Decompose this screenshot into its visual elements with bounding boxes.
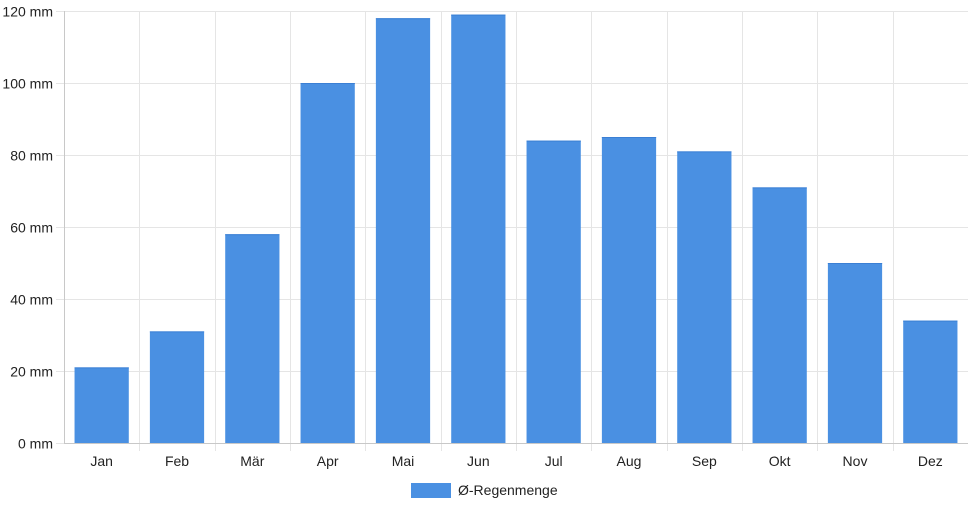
x-tick-label: Okt <box>769 453 791 469</box>
bar-jun[interactable] <box>451 14 506 443</box>
x-tick-label: Feb <box>165 453 189 469</box>
bar-jan[interactable] <box>74 367 129 443</box>
bar-mär[interactable] <box>225 234 280 443</box>
bar-dez[interactable] <box>903 320 958 443</box>
bar-nov[interactable] <box>827 263 883 443</box>
x-tick-label: Sep <box>692 453 717 469</box>
y-tick-label: 40 mm <box>10 292 53 308</box>
y-axis-labels: 0 mm 20 mm 40 mm 60 mm 80 mm 100 mm 120 mm <box>2 4 53 452</box>
y-tick-label: 100 mm <box>2 76 53 92</box>
axes <box>64 11 968 444</box>
bar-aug[interactable] <box>601 137 657 443</box>
y-tick-label: 60 mm <box>10 220 53 236</box>
x-tick-label: Jan <box>90 453 113 469</box>
gridlines <box>56 11 968 451</box>
x-tick-label: Mai <box>392 453 415 469</box>
bar-sep[interactable] <box>677 151 732 443</box>
x-tick-label: Apr <box>317 453 339 469</box>
x-tick-label: Aug <box>617 453 642 469</box>
bar-feb[interactable] <box>149 331 205 443</box>
x-tick-label: Dez <box>918 453 943 469</box>
legend[interactable]: Ø-Regenmenge <box>411 482 558 498</box>
bar-jul[interactable] <box>526 140 581 443</box>
y-tick-label: 80 mm <box>10 148 53 164</box>
legend-label[interactable]: Ø-Regenmenge <box>458 482 558 498</box>
bar-mai[interactable] <box>375 18 431 443</box>
x-tick-label: Mär <box>240 453 264 469</box>
x-tick-label: Nov <box>843 453 868 469</box>
x-tick-label: Jun <box>467 453 490 469</box>
bar-okt[interactable] <box>752 187 807 443</box>
bars <box>74 14 958 443</box>
y-tick-label: 20 mm <box>10 364 53 380</box>
x-axis-labels: Jan Feb Mär Apr Mai Jun Jul Aug Sep Okt Nov Dez <box>90 453 942 469</box>
y-tick-label: 0 mm <box>18 436 53 452</box>
x-tick-label: Jul <box>545 453 563 469</box>
y-tick-label: 120 mm <box>2 4 53 20</box>
legend-swatch[interactable] <box>411 483 451 498</box>
bar-apr[interactable] <box>300 83 355 443</box>
